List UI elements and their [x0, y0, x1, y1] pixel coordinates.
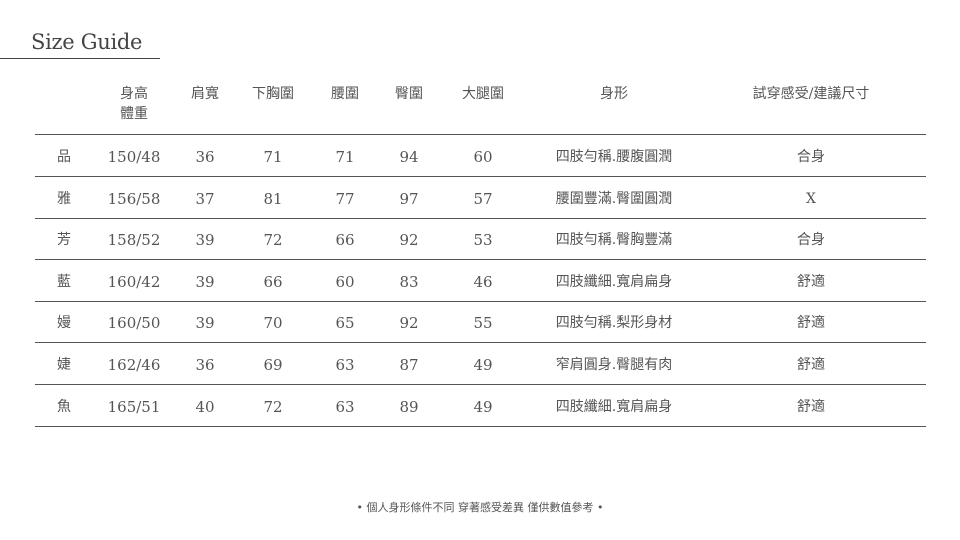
cell-waist: 60 [335, 272, 355, 291]
cell-waist: 66 [335, 231, 355, 250]
cell-underbust: 71 [263, 148, 283, 166]
header-shoulder: 肩寬 [191, 86, 219, 102]
cell-shoulder: 39 [195, 231, 215, 250]
cell-hw: 160/50 [107, 314, 161, 333]
cell-thigh: 57 [473, 189, 493, 208]
table-row: 嫚 160/50 39 70 65 92 55 四肢勻稱.梨形身材 舒適 [35, 301, 926, 344]
cell-thigh: 53 [473, 231, 493, 250]
cell-fit: 合身 [797, 232, 825, 249]
table-row: 雅 156/58 37 81 77 97 57 腰圍豐滿.臀圍圓潤 X [35, 177, 926, 219]
cell-underbust: 70 [263, 314, 283, 333]
table-row: 婕 162/46 36 69 63 87 49 窄肩圓身.臀腿有肉 舒適 [35, 343, 926, 385]
cell-hip: 83 [399, 272, 419, 291]
cell-hw: 165/51 [107, 397, 161, 416]
cell-fit: X [806, 190, 816, 207]
cell-waist: 77 [335, 189, 355, 208]
cell-shoulder: 37 [195, 189, 215, 208]
cell-thigh: 49 [473, 356, 493, 374]
table-row: 品 150/48 36 71 71 94 60 四肢勻稱.腰腹圓潤 合身 [35, 135, 926, 177]
cell-shoulder: 36 [195, 148, 215, 166]
page-title: Size Guide [31, 30, 143, 54]
table-row: 藍 160/42 39 66 60 83 46 四肢纖細.寬肩扁身 舒適 [35, 260, 926, 302]
cell-shape: 四肢勻稱.梨形身材 [555, 315, 673, 332]
cell-name: 藍 [57, 273, 71, 290]
cell-hip: 89 [399, 397, 419, 416]
header-thigh: 大腿圍 [462, 86, 504, 102]
cell-hw: 150/48 [107, 148, 161, 166]
header-hip: 臀圍 [395, 86, 423, 102]
cell-fit: 舒適 [797, 315, 825, 332]
cell-shape: 四肢纖細.寬肩扁身 [555, 398, 673, 415]
table-row: 魚 165/51 40 72 63 89 49 四肢纖細.寬肩扁身 舒適 [35, 385, 926, 427]
cell-name: 嫚 [57, 315, 71, 332]
cell-underbust: 69 [263, 356, 283, 374]
cell-hip: 92 [399, 231, 419, 250]
cell-hip: 87 [399, 356, 419, 374]
cell-fit: 舒適 [797, 398, 825, 415]
cell-underbust: 66 [263, 272, 283, 291]
header-shape: 身形 [600, 86, 628, 102]
cell-hw: 160/42 [107, 272, 161, 291]
footnote: • 個人身形條件不同 穿著感受差異 僅供數值參考 • [356, 501, 604, 514]
header-fit: 試穿感受/建議尺寸 [752, 86, 870, 102]
cell-fit: 合身 [797, 149, 825, 165]
cell-name: 魚 [57, 398, 71, 415]
cell-underbust: 72 [263, 397, 283, 416]
cell-shape: 四肢勻稱.腰腹圓潤 [555, 149, 673, 165]
cell-shape: 腰圍豐滿.臀圍圓潤 [555, 190, 673, 207]
cell-fit: 舒適 [797, 273, 825, 290]
header-height-weight: 身高 體重 [120, 86, 148, 122]
cell-hw: 162/46 [107, 356, 161, 374]
cell-name: 婕 [57, 357, 71, 373]
table-row: 芳 158/52 39 72 66 92 53 四肢勻稱.臀胸豐滿 合身 [35, 218, 926, 261]
cell-thigh: 49 [473, 397, 493, 416]
cell-shoulder: 40 [195, 397, 215, 416]
cell-shape: 窄肩圓身.臀腿有肉 [555, 357, 673, 373]
cell-thigh: 55 [473, 314, 493, 333]
cell-shoulder: 36 [195, 356, 215, 374]
cell-thigh: 60 [473, 148, 493, 166]
header-waist: 腰圍 [331, 86, 359, 102]
cell-shape: 四肢勻稱.臀胸豐滿 [555, 232, 673, 249]
cell-fit: 舒適 [797, 357, 825, 373]
cell-shoulder: 39 [195, 314, 215, 333]
cell-hw: 158/52 [107, 231, 161, 250]
cell-waist: 71 [335, 148, 355, 166]
header-underbust: 下胸圍 [252, 86, 294, 102]
cell-waist: 63 [335, 397, 355, 416]
cell-name: 品 [57, 149, 71, 165]
cell-shape: 四肢纖細.寬肩扁身 [555, 273, 673, 290]
cell-name: 雅 [57, 190, 71, 207]
cell-hw: 156/58 [107, 189, 161, 208]
cell-name: 芳 [57, 232, 71, 249]
cell-thigh: 46 [473, 272, 493, 291]
cell-waist: 63 [335, 356, 355, 374]
cell-waist: 65 [335, 314, 355, 333]
cell-hip: 92 [399, 314, 419, 333]
cell-underbust: 72 [263, 231, 283, 250]
cell-underbust: 81 [263, 189, 283, 208]
table-header: 身高 體重 肩寬 下胸圍 腰圍 臀圍 大腿圍 身形 試穿感受/建議尺寸 [35, 80, 926, 135]
title-underline [0, 58, 160, 59]
cell-hip: 97 [399, 189, 419, 208]
cell-shoulder: 39 [195, 272, 215, 291]
cell-hip: 94 [399, 148, 419, 166]
